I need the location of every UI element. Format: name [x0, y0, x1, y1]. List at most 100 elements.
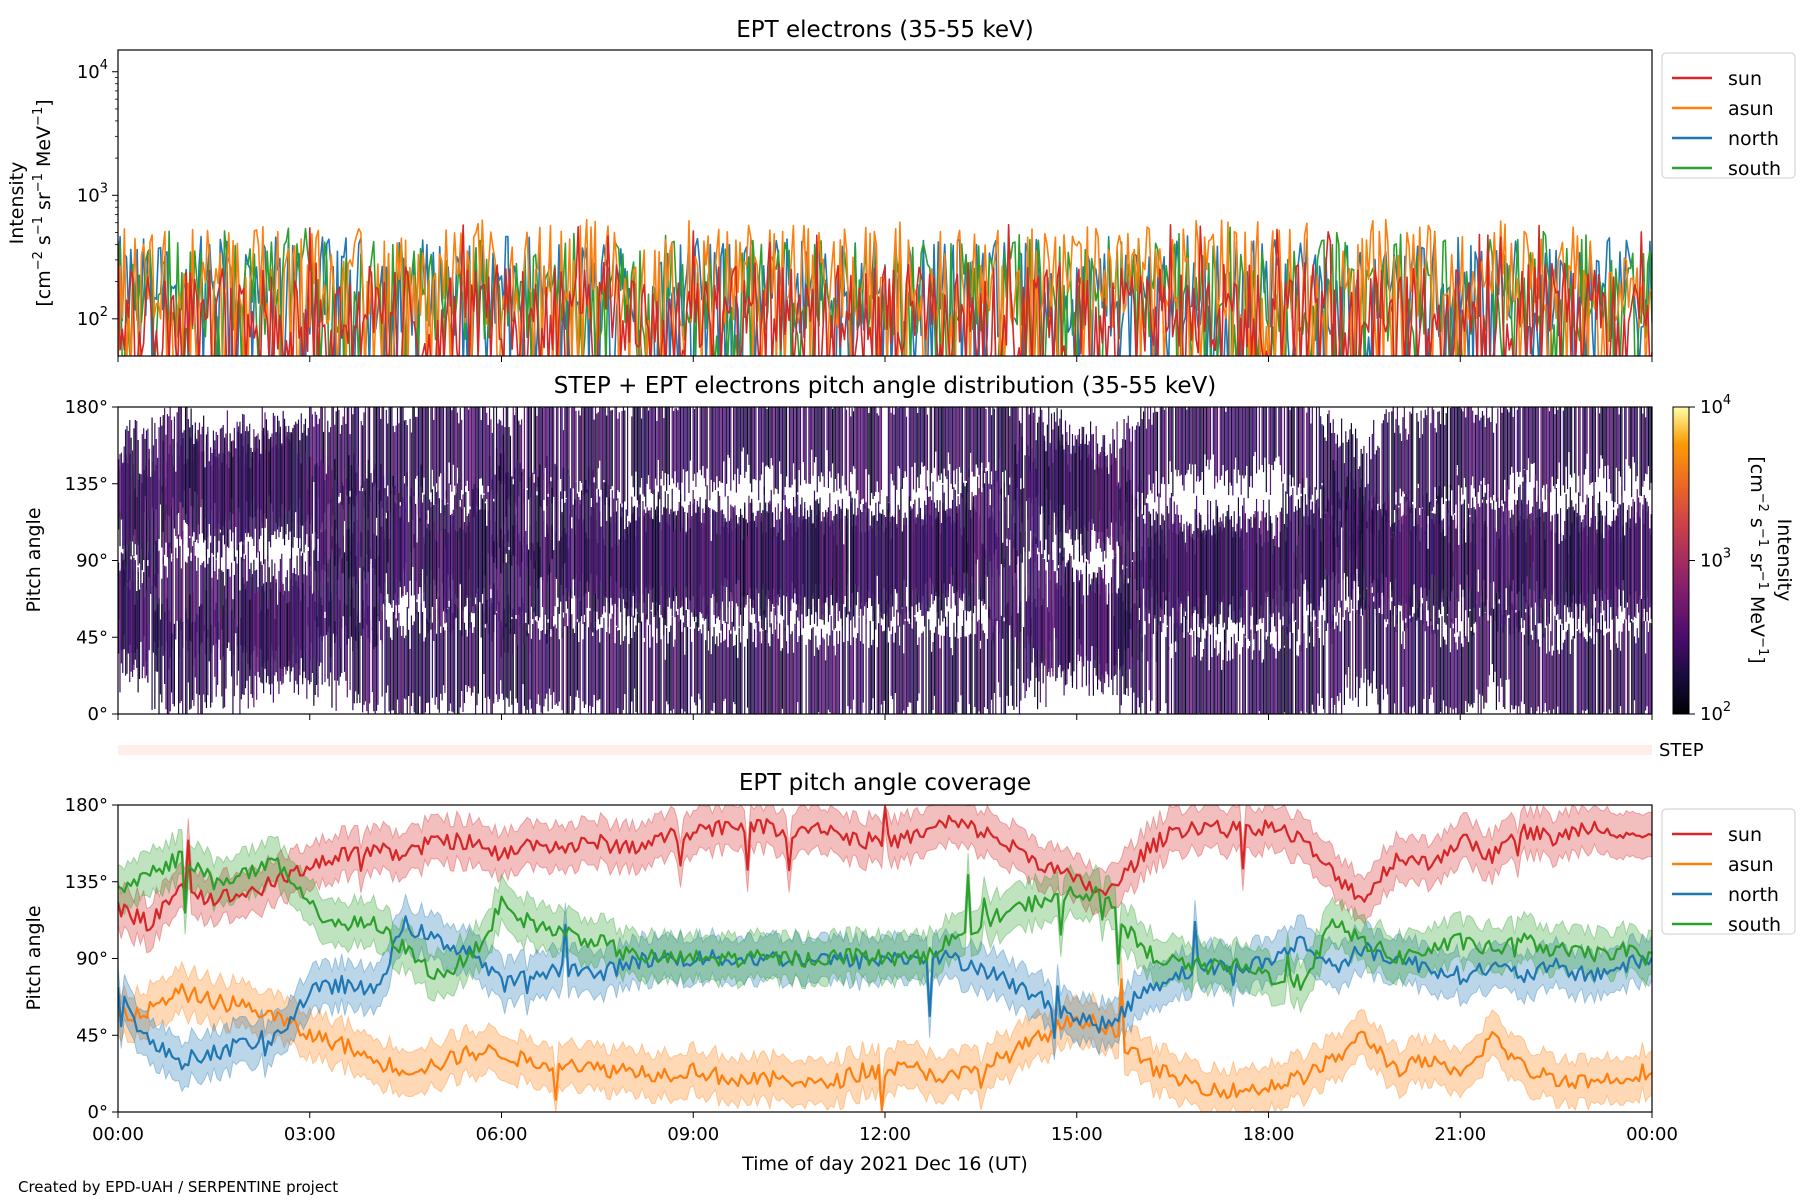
heatmap-cell	[1375, 450, 1378, 521]
heatmap-cell	[1186, 521, 1188, 620]
heatmap-cell	[331, 407, 333, 528]
heatmap-cell	[1099, 452, 1101, 549]
heatmap-cell	[1402, 417, 1404, 492]
heatmap-cell	[1626, 530, 1629, 596]
heatmap-cell	[1378, 505, 1380, 608]
heatmap-cell	[473, 407, 475, 517]
heatmap-cell	[1367, 483, 1369, 608]
heatmap-cell	[246, 586, 248, 681]
heatmap-cell	[1470, 407, 1472, 486]
heatmap-cell	[1506, 485, 1509, 607]
heatmap-cell	[1268, 620, 1270, 714]
heatmap-cell	[1038, 416, 1040, 506]
heatmap-cell	[431, 622, 433, 698]
heatmap-cell	[953, 622, 955, 714]
heatmap-cell	[1490, 506, 1492, 583]
heatmap-cell	[1441, 407, 1443, 498]
heatmap-cell	[1131, 494, 1134, 561]
heatmap-cell	[1564, 407, 1566, 493]
heatmap-cell	[670, 625, 672, 711]
heatmap-cell	[1325, 513, 1327, 631]
heatmap-cell	[1032, 412, 1035, 499]
heatmap-cell	[1200, 514, 1202, 642]
heatmap-cell	[316, 531, 318, 661]
heatmap-cell	[1221, 407, 1223, 476]
heatmap-cell	[543, 510, 545, 633]
colorbar-label: Intensity	[1773, 519, 1795, 602]
heatmap-cell	[557, 607, 559, 706]
heatmap-cell	[448, 407, 450, 463]
heatmap-cell	[187, 556, 189, 652]
heatmap-cell	[924, 500, 926, 627]
heatmap-cell	[654, 509, 657, 616]
heatmap-cell	[1088, 573, 1090, 696]
heatmap-cell	[1619, 650, 1622, 707]
heatmap-cell	[732, 407, 735, 481]
heatmap-cell	[1603, 407, 1605, 479]
series-asun-line	[118, 978, 1652, 1112]
heatmap-cell	[710, 540, 712, 598]
heatmap-cell	[1594, 607, 1597, 714]
heatmap-cell	[720, 510, 722, 631]
heatmap-cell	[546, 630, 548, 694]
heatmap-cell	[1452, 407, 1454, 515]
heatmap-cell	[410, 615, 413, 706]
heatmap-cell	[706, 407, 708, 469]
heatmap-cell	[664, 659, 666, 714]
heatmap-cell	[468, 521, 470, 617]
heatmap-cell	[1325, 440, 1327, 512]
heatmap-cell	[805, 407, 807, 484]
heatmap-cell	[477, 591, 479, 694]
heatmap-cell	[751, 498, 753, 607]
heatmap-cell	[1043, 559, 1046, 666]
heatmap-cell	[1301, 615, 1304, 714]
heatmap-cell	[162, 556, 164, 656]
heatmap-cell	[1571, 500, 1573, 612]
heatmap-cell	[1292, 633, 1294, 714]
heatmap-cell	[1373, 497, 1375, 581]
heatmap-cell	[1198, 637, 1200, 714]
heatmap-cell	[1235, 407, 1237, 458]
heatmap-cell	[878, 511, 880, 605]
legend-label-sun: sun	[1728, 68, 1762, 90]
heatmap-cell	[638, 496, 640, 603]
heatmap-cell	[837, 518, 839, 597]
heatmap-cell	[189, 427, 191, 489]
heatmap-cell	[1288, 407, 1290, 487]
heatmap-cell	[324, 618, 326, 683]
heatmap-cell	[700, 633, 703, 714]
heatmap-cell	[355, 472, 357, 584]
heatmap-cell	[1484, 492, 1486, 606]
heatmap-cell	[1179, 522, 1181, 607]
heatmap-cell	[456, 412, 459, 468]
heatmap-cell	[576, 621, 578, 691]
heatmap-cell	[675, 408, 678, 488]
heatmap-cell	[798, 636, 800, 714]
heatmap-cell	[1108, 473, 1110, 539]
heatmap-cell	[314, 601, 316, 695]
heatmap-cell	[495, 535, 498, 612]
heatmap-cell	[698, 630, 700, 694]
heatmap-cell	[1281, 514, 1283, 630]
heatmap-cell	[1124, 553, 1127, 651]
heatmap-cell	[1541, 501, 1544, 609]
heatmap-cell	[1412, 616, 1414, 708]
heatmap-cell	[734, 645, 736, 705]
heatmap-cell	[865, 502, 867, 602]
heatmap-cell	[265, 613, 268, 683]
heatmap-cell	[1487, 418, 1489, 485]
heatmap-cell	[1099, 594, 1101, 664]
heatmap-cell	[1190, 407, 1192, 475]
heatmap-cell	[1566, 629, 1569, 714]
heatmap-cell	[650, 507, 652, 610]
heatmap-cell	[1571, 407, 1573, 478]
heatmap-cell	[1420, 620, 1422, 714]
heatmap-cell	[776, 622, 778, 714]
heatmap-cell	[1610, 649, 1612, 713]
heatmap-cell	[161, 486, 163, 548]
heatmap-cell	[1021, 436, 1023, 563]
heatmap-cell	[1474, 414, 1477, 497]
heatmap-cell	[1321, 485, 1323, 588]
heatmap-cell	[522, 551, 524, 629]
heatmap-cell	[1518, 487, 1520, 592]
